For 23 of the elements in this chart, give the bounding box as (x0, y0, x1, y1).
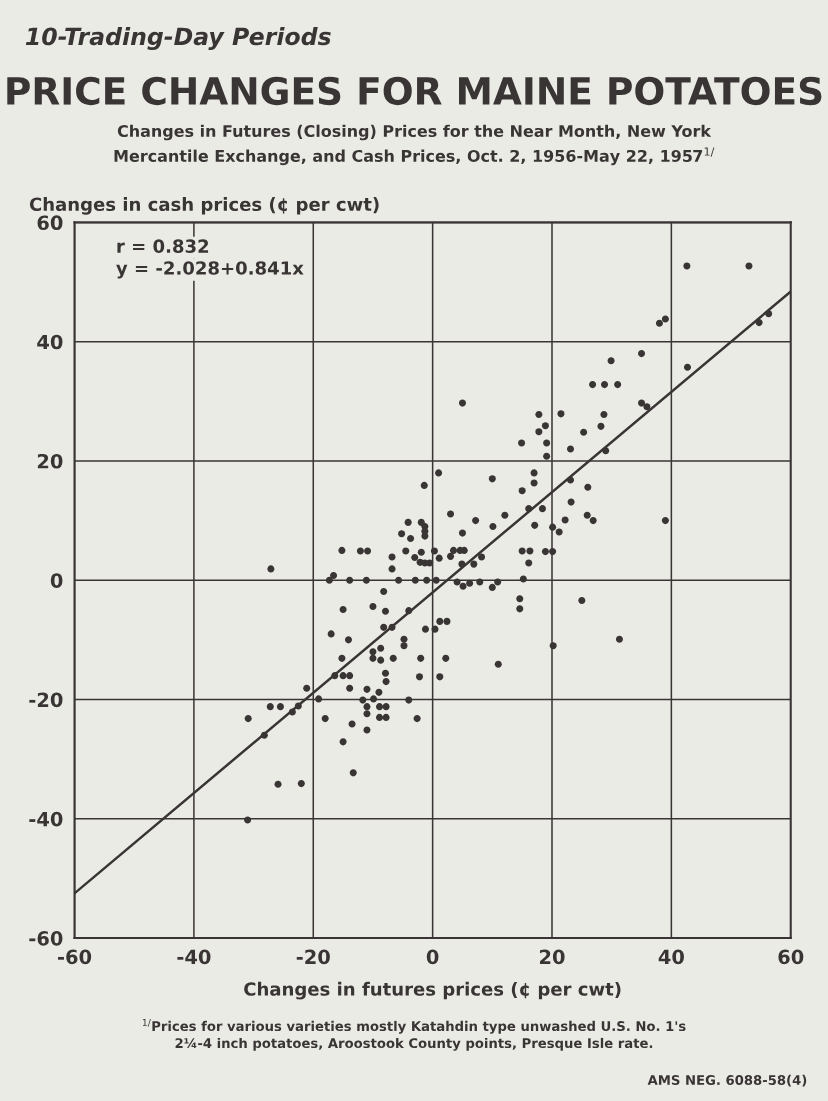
y-tick-label: 60 (37, 215, 63, 231)
annotation: r = 0.832 (117, 239, 209, 253)
x-tick-label: -20 (296, 949, 330, 965)
x-axis-title: Changes in futures prices (¢ per cwt) (244, 981, 621, 1000)
text: $^{1/}$Prices for various varieties mostly Katahdin type unwashed U.S. No. 1's 2¼-4 inch potatoes, Aroostook County points, Presque Isle rate. (142, 1019, 686, 1051)
y-tick-label: -20 (29, 692, 63, 708)
y-axis-title: Changes in cash prices (¢ per cwt) (29, 197, 379, 215)
y-tick-label: -60 (29, 931, 63, 946)
text: 10-Trading-Day Periods (25, 27, 331, 51)
x-tick-label: -60 (58, 949, 92, 965)
y-tick-label: 20 (37, 453, 63, 469)
x-tick-label: 0 (426, 949, 439, 965)
x-tick-label: 40 (658, 949, 684, 965)
annotation: y = -2.028+0.841x (116, 261, 304, 279)
text: AMS NEG. 6088-58(4) (647, 1074, 807, 1087)
y-tick-label: -40 (29, 811, 63, 827)
x-tick-label: 20 (540, 949, 565, 965)
x-tick-label: 60 (778, 949, 804, 965)
chart-subtitle: Changes in Futures (Closing) Prices for the Near Month, New York Mercantile Exchange, and Cash Prices, Oct. 2, 1956-May 22, 1957$^{1/}$ (114, 124, 715, 166)
y-tick-label: 40 (37, 334, 63, 350)
y-tick-label: 0 (50, 573, 63, 588)
x-tick-label: -40 (177, 949, 211, 965)
chart-title: PRICE CHANGES FOR MAINE POTATOES (7, 76, 822, 106)
